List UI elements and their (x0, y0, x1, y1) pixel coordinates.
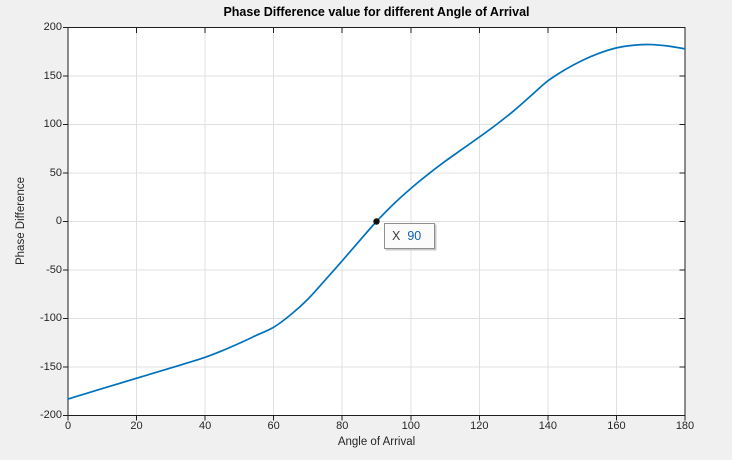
x-tick-label: 180 (675, 420, 695, 432)
axes-box (67, 26, 686, 417)
y-tick-label: -100 (39, 312, 62, 324)
y-tick-label: 100 (43, 118, 62, 130)
y-tick-label: 50 (49, 166, 62, 179)
x-tick-label: 120 (470, 420, 489, 432)
plot-title: Phase Difference value for different Ang… (223, 5, 530, 19)
datatip-x-value: 90 (407, 229, 422, 243)
y-tick-label: -200 (39, 409, 62, 421)
y-tick-label: 0 (55, 215, 62, 227)
x-tick-label: 100 (401, 420, 420, 432)
y-tick-label: 200 (43, 21, 62, 33)
x-tick-label: 20 (130, 420, 143, 432)
datatip-marker[interactable] (373, 218, 380, 225)
datatip-x-label: X (392, 229, 401, 243)
x-tick-label: 0 (64, 420, 72, 432)
x-tick-label: 60 (267, 420, 280, 432)
y-tick-label: 150 (43, 69, 62, 82)
y-tick-label: -50 (46, 263, 62, 276)
x-tick-label: 140 (538, 420, 558, 432)
x-axis-label: Angle of Arrival (337, 436, 416, 448)
x-tick-label: 80 (336, 420, 349, 432)
x-tick-label: 40 (198, 420, 212, 432)
y-tick-label: -150 (39, 360, 62, 373)
x-tick-label: 160 (607, 420, 626, 432)
datatip[interactable]: X 90 (384, 223, 435, 249)
